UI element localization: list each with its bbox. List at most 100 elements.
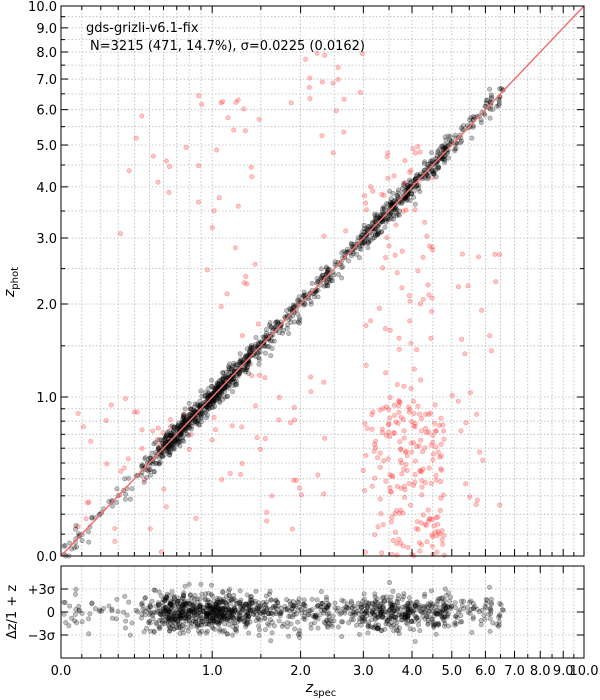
residual-point [284,597,290,603]
data-point [379,219,385,225]
data-point [368,238,374,244]
data-point [155,446,161,452]
data-point [496,98,502,104]
outlier-point [103,418,109,424]
data-point [390,190,396,196]
residual-point [390,588,396,594]
data-point [180,435,186,441]
residual-point [424,614,430,620]
outlier-point [289,526,295,532]
outlier-point [430,439,436,445]
data-point [230,382,236,388]
residual-point [194,596,200,602]
data-point [311,290,317,296]
residual-point [309,596,315,602]
data-point [175,423,181,429]
outlier-point [385,175,391,181]
data-point [171,430,177,436]
y-tick-label: 4.0 [36,181,57,196]
data-point [267,320,273,326]
data-point [231,376,237,382]
outlier-point [463,481,469,487]
data-point [247,349,253,355]
outlier-point [382,326,388,332]
residual-point [401,591,407,597]
outlier-point [409,449,415,455]
outlier-point [241,280,247,286]
y-tick-label: 2.0 [36,298,57,313]
data-point [122,476,128,482]
outlier-point [396,536,402,542]
residual-point [211,598,217,604]
data-point [220,375,226,381]
residual-point [394,608,400,614]
residual-point [433,631,439,637]
data-point [202,406,208,412]
outlier-point [419,492,425,498]
data-point [191,420,197,426]
data-point [168,433,174,439]
data-point [202,410,208,416]
outlier-point [369,426,375,432]
data-point [114,486,120,492]
outlier-point [322,435,328,441]
data-point [370,219,376,225]
data-point [239,367,245,373]
outlier-point [405,545,411,551]
data-point [171,438,177,444]
outlier-point [488,348,494,354]
residual-point [428,588,434,594]
x-tick-label: 4.0 [402,664,423,679]
outlier-point [427,516,433,522]
data-point [184,425,190,431]
outlier-point [255,321,261,327]
residual-point [297,604,303,610]
x-tick-label: 10.0 [570,664,599,679]
data-point [231,363,237,369]
outlier-point [288,100,294,106]
data-point [173,437,179,443]
data-point [319,272,325,278]
data-point [256,361,262,367]
outlier-point [430,516,436,522]
residual-point [268,597,274,603]
outlier-point [121,465,127,471]
outlier-point [393,222,399,228]
outlier-point [186,446,192,452]
outlier-point [438,415,444,421]
data-point [351,241,357,247]
outlier-point [418,468,424,474]
outlier-point [391,430,397,436]
residual-point [123,618,129,624]
data-point [235,362,241,368]
residual-point [356,631,362,637]
outlier-point [438,466,444,472]
data-point [138,472,144,478]
data-point [140,463,146,469]
residual-point [147,628,153,634]
residual-point [374,612,380,618]
data-point [291,303,297,309]
data-point [207,392,213,398]
outlier-point [391,431,397,437]
data-point [295,319,301,325]
outlier-point [387,395,393,401]
residual-point [382,626,388,632]
outlier-point [403,207,409,213]
data-point [436,164,442,170]
residual-point [193,605,199,611]
outlier-point [383,255,389,261]
data-point [170,445,176,451]
data-point [174,425,180,431]
residual-point [430,608,436,614]
data-point [168,431,174,437]
data-point [183,417,189,423]
data-point [172,441,178,447]
residual-point [468,606,474,612]
y-tick-label: 9.0 [36,22,57,37]
data-point [187,406,193,412]
data-point [220,396,226,402]
outlier-point [232,245,238,251]
data-point [242,365,248,371]
data-point [350,251,356,257]
